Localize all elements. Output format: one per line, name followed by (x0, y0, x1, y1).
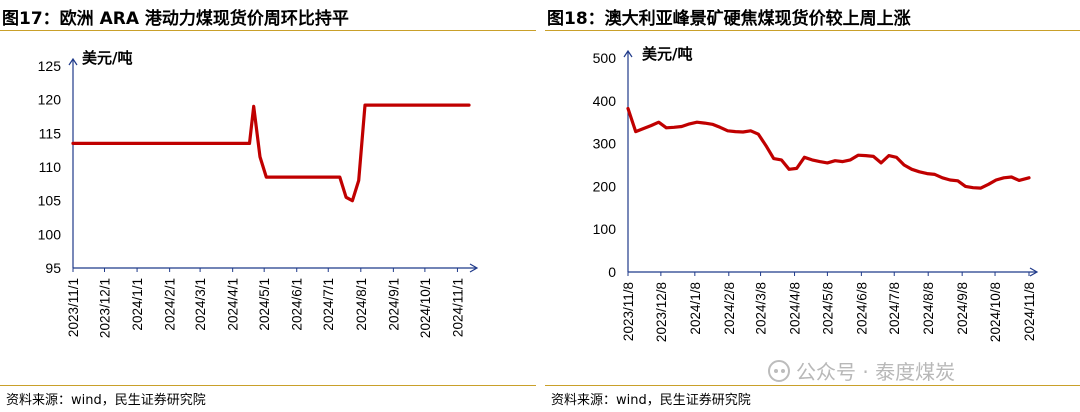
x-tick-label: 2024/7/8 (887, 282, 902, 335)
x-tick-label: 2024/4/1 (226, 278, 241, 331)
x-tick-label: 2024/1/8 (688, 282, 703, 335)
y-tick-label: 0 (608, 264, 616, 280)
watermark: 公众号 · 泰度煤炭 (768, 356, 955, 385)
y-tick-label: 100 (593, 221, 617, 237)
x-tick-label: 2024/4/8 (788, 282, 803, 335)
x-tick-label: 2024/3/8 (754, 282, 769, 335)
x-tick-label: 2024/9/1 (386, 278, 401, 331)
source-divider (0, 385, 536, 386)
x-tick-label: 2023/12/8 (654, 282, 669, 342)
x-tick-label: 2024/9/8 (955, 282, 970, 335)
x-tick-label: 2024/11/8 (1022, 282, 1037, 341)
x-tick-label: 2024/8/8 (921, 282, 936, 335)
x-tick-label: 2024/10/1 (418, 278, 433, 338)
x-tick-label: 2024/6/8 (854, 282, 869, 335)
x-tick-label: 2024/1/1 (130, 278, 145, 331)
x-tick-label: 2024/5/1 (257, 278, 272, 331)
source-divider (545, 385, 1080, 386)
y-tick-label: 105 (38, 193, 62, 209)
watermark-text: 公众号 · 泰度煤炭 (796, 360, 956, 384)
title-divider (545, 30, 1080, 31)
y-tick-label: 95 (45, 260, 61, 276)
x-tick-label: 2024/10/8 (988, 282, 1003, 342)
chart-panel-left: 图17：欧洲 ARA 港动力煤现货价周环比持平 95 100 105 110 115 12… (0, 9, 536, 408)
wechat-icon (768, 359, 790, 382)
y-tick-label: 115 (39, 125, 62, 141)
line-chart: 0 100 200 300 400 500 美元/吨 2023/11/8 2023/12/8 20… (593, 45, 1039, 342)
y-tick-label: 120 (38, 92, 62, 108)
y-axis-label: 美元/吨 (82, 49, 132, 67)
chart-title: 图18：澳大利亚峰景矿硬焦煤现货价较上周上涨 (547, 9, 911, 29)
source-note: 资料来源：wind，民生证券研究院 (551, 393, 751, 408)
y-tick-label: 110 (39, 159, 62, 175)
x-tick-label: 2024/3/1 (193, 278, 208, 331)
y-axis-label: 美元/吨 (642, 45, 692, 63)
y-tick-label: 200 (593, 178, 617, 194)
x-tick-label: 2023/11/8 (621, 282, 636, 341)
series-line (626, 106, 1031, 190)
x-tick-label: 2024/11/1 (450, 278, 465, 337)
source-note: 资料来源：wind，民生证券研究院 (6, 393, 206, 408)
x-axis-arrow (469, 263, 479, 273)
x-tick-label: 2024/2/1 (163, 278, 178, 331)
y-tick-label: 400 (593, 93, 617, 109)
x-tick-label: 2024/8/1 (354, 278, 369, 331)
x-axis-arrow (1029, 267, 1039, 277)
y-axis-arrow (623, 49, 633, 58)
series-line (71, 103, 471, 203)
x-tick-label: 2024/7/1 (321, 278, 336, 331)
y-tick-label: 100 (38, 226, 62, 242)
line-chart: 95 100 105 110 115 120 125 美元/吨 2023/11/1 2023/12… (38, 49, 479, 338)
title-divider (0, 30, 536, 31)
y-axis-arrow (68, 57, 78, 66)
y-tick-label: 125 (38, 58, 62, 74)
y-tick-label: 300 (593, 136, 617, 152)
x-tick-label: 2024/5/8 (820, 282, 835, 335)
chart-title: 图17：欧洲 ARA 港动力煤现货价周环比持平 (2, 9, 349, 29)
x-tick-label: 2024/2/8 (722, 282, 737, 335)
chart-panel-right: 图18：澳大利亚峰景矿硬焦煤现货价较上周上涨 0 100 200 300 400 500 美… (545, 0, 1080, 412)
x-tick-label: 2023/12/1 (98, 278, 113, 338)
y-tick-label: 500 (593, 50, 617, 66)
x-tick-label: 2023/11/1 (66, 278, 81, 337)
x-tick-label: 2024/6/1 (290, 278, 305, 331)
